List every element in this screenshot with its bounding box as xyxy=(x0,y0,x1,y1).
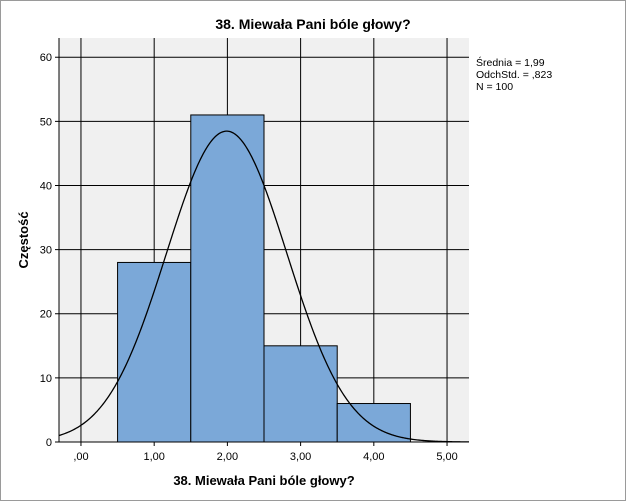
x-tick-labels: ,00 1,00 2,00 3,00 4,00 5,00 xyxy=(73,451,457,463)
x-tick-label: 1,00 xyxy=(143,451,164,463)
x-tick-label: ,00 xyxy=(73,451,88,463)
x-axis-label: 38. Miewała Pani bóle głowy? xyxy=(173,473,354,488)
y-tick-label: 20 xyxy=(40,309,52,321)
stats-mean: Średnia = 1,99 xyxy=(476,56,545,69)
x-tick-label: 2,00 xyxy=(217,451,238,463)
y-axis-label: Częstość xyxy=(16,211,31,268)
x-tick-label: 4,00 xyxy=(363,451,384,463)
stats-sd: OdchStd. = ,823 xyxy=(476,69,552,81)
axes xyxy=(55,38,469,446)
y-tick-label: 50 xyxy=(40,116,52,128)
normal-curve xyxy=(58,130,469,443)
y-tick-labels: 0 10 20 30 40 50 60 xyxy=(40,52,52,449)
stats-n: N = 100 xyxy=(476,81,513,93)
histogram-bar xyxy=(263,345,338,443)
stats-box: Średnia = 1,99 OdchStd. = ,823 N = 100 xyxy=(476,56,552,93)
y-tick-label: 0 xyxy=(46,437,52,449)
x-tick-label: 3,00 xyxy=(290,451,311,463)
histogram-bar xyxy=(336,403,411,443)
histogram-bars xyxy=(117,114,411,443)
y-tick-label: 10 xyxy=(40,373,52,385)
y-tick-label: 40 xyxy=(40,180,52,192)
y-tick-label: 30 xyxy=(40,245,52,257)
chart-title: 38. Miewała Pani bóle głowy? xyxy=(215,16,410,32)
x-tick-label: 5,00 xyxy=(436,451,457,463)
y-tick-label: 60 xyxy=(40,52,52,64)
histogram-bar xyxy=(190,114,265,443)
